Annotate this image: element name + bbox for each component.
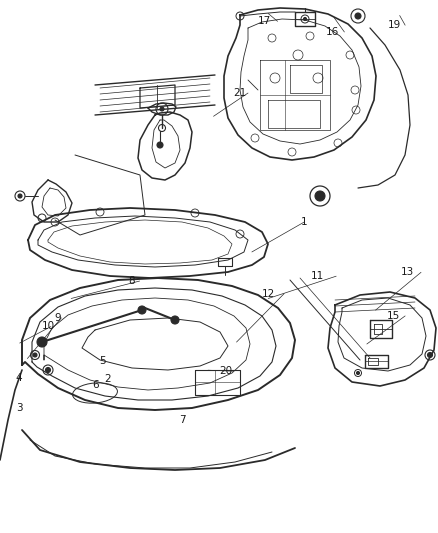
Text: 6: 6 [92, 379, 99, 390]
Circle shape [171, 316, 179, 324]
Text: 2: 2 [104, 374, 111, 384]
Text: 15: 15 [386, 311, 400, 321]
Text: 1: 1 [300, 217, 307, 227]
Circle shape [33, 353, 37, 357]
Text: 5: 5 [99, 357, 106, 367]
Circle shape [138, 306, 146, 314]
Text: 17: 17 [258, 17, 271, 26]
Circle shape [304, 18, 307, 20]
Text: 13: 13 [401, 268, 414, 277]
Text: 16: 16 [326, 27, 339, 37]
Circle shape [357, 372, 360, 375]
Text: 10: 10 [42, 321, 55, 330]
Text: 21: 21 [233, 88, 247, 98]
Text: 12: 12 [261, 289, 275, 298]
Text: 19: 19 [388, 20, 401, 30]
Circle shape [427, 352, 432, 358]
Circle shape [46, 367, 50, 373]
Text: 7: 7 [180, 415, 186, 425]
Text: 9: 9 [55, 313, 61, 323]
Text: 4: 4 [15, 373, 22, 383]
Text: 8: 8 [129, 276, 135, 286]
Text: 20: 20 [219, 366, 233, 376]
Circle shape [157, 142, 163, 148]
Circle shape [355, 13, 361, 19]
Circle shape [315, 191, 325, 201]
Text: 3: 3 [16, 403, 23, 413]
Circle shape [18, 194, 22, 198]
Circle shape [37, 337, 47, 347]
Text: 11: 11 [311, 271, 324, 281]
Circle shape [160, 107, 164, 111]
